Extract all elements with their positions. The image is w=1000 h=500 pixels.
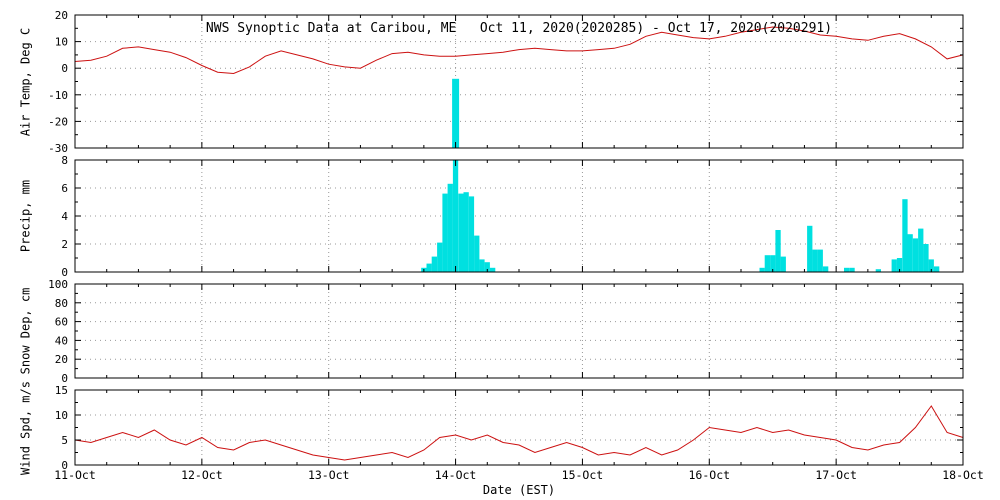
svg-text:13-Oct: 13-Oct — [308, 468, 350, 482]
y-axis-label-wind-speed: Wind Spd, m/s — [18, 381, 33, 475]
svg-text:17-Oct: 17-Oct — [815, 468, 857, 482]
svg-text:0: 0 — [61, 266, 68, 279]
svg-text:5: 5 — [61, 434, 68, 447]
svg-text:6: 6 — [61, 182, 68, 195]
svg-text:0: 0 — [61, 62, 68, 75]
svg-text:20: 20 — [55, 9, 68, 22]
svg-text:15-Oct: 15-Oct — [562, 468, 604, 482]
svg-text:100: 100 — [48, 278, 68, 291]
x-axis-title: Date (EST) — [482, 483, 556, 497]
svg-text:60: 60 — [55, 316, 68, 329]
svg-text:0: 0 — [61, 459, 68, 472]
svg-text:12-Oct: 12-Oct — [181, 468, 223, 482]
chart-title: NWS Synoptic Data at Caribou, ME Oct 11,… — [205, 21, 833, 36]
svg-text:4: 4 — [61, 210, 68, 223]
svg-text:11-Oct: 11-Oct — [54, 468, 96, 482]
svg-text:2: 2 — [61, 238, 68, 251]
svg-text:20: 20 — [55, 353, 68, 366]
svg-text:8: 8 — [61, 154, 68, 167]
svg-text:14-Oct: 14-Oct — [435, 468, 477, 482]
svg-text:16-Oct: 16-Oct — [689, 468, 731, 482]
svg-text:-20: -20 — [48, 115, 68, 128]
svg-text:15: 15 — [55, 384, 68, 397]
svg-text:40: 40 — [55, 334, 68, 347]
svg-text:-10: -10 — [48, 89, 68, 102]
y-axis-label-air-temp: Air Temp, Deg C — [18, 27, 33, 137]
svg-text:10: 10 — [55, 409, 68, 422]
svg-text:-30: -30 — [48, 142, 68, 155]
svg-text:0: 0 — [61, 372, 68, 385]
svg-text:18-Oct: 18-Oct — [942, 468, 984, 482]
svg-text:10: 10 — [55, 36, 68, 49]
svg-text:80: 80 — [55, 297, 68, 310]
y-axis-label-precip: Precip, mm — [18, 179, 33, 253]
